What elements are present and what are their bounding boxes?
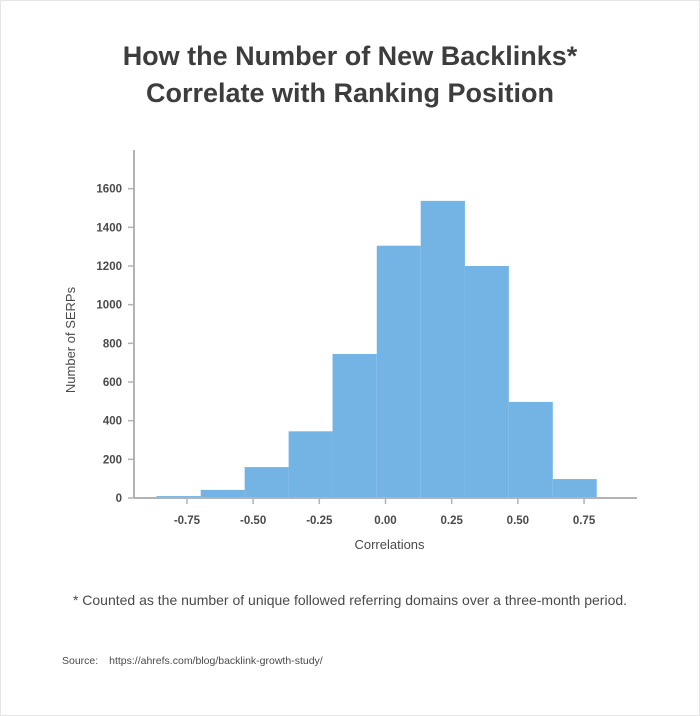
chart-title: How the Number of New Backlinks* Correla…	[0, 38, 700, 112]
histogram-bar-5	[332, 353, 377, 498]
y-tick-label: 400	[103, 416, 122, 428]
histogram-bar-10	[552, 479, 597, 498]
y-tick-label: 600	[103, 377, 122, 389]
histogram-bar-3	[244, 467, 289, 498]
y-tick-label: 0	[116, 493, 122, 505]
source-line: Source: https://ahrefs.com/blog/backlink…	[62, 655, 323, 667]
x-tick-label: 0.00	[374, 515, 396, 527]
x-tick-label: -0.75	[174, 515, 201, 527]
chart-title-line-2: Correlate with Ranking Position	[145, 78, 555, 108]
histogram-bar-9	[508, 401, 553, 498]
y-axis-label: Number of SERPs	[63, 286, 78, 393]
y-tick-label: 1400	[96, 222, 122, 234]
histogram-bar-6	[376, 245, 421, 498]
histogram-bar-4	[288, 431, 333, 498]
y-tick-label: 200	[103, 454, 122, 466]
y-tick-label: 800	[103, 338, 122, 350]
footnote: * Counted as the number of unique follow…	[72, 592, 628, 608]
x-tick-label: 0.75	[573, 515, 596, 527]
x-tick-label: 0.50	[507, 515, 529, 527]
source-label: Source:	[62, 655, 99, 667]
histogram-bar-2	[200, 489, 245, 498]
x-tick-label: -0.50	[240, 515, 266, 527]
x-axis-label: Correlations	[354, 537, 425, 552]
y-tick-label: 1200	[96, 261, 122, 273]
x-tick-label: -0.25	[306, 515, 333, 527]
x-tick-label: 0.25	[440, 515, 463, 527]
y-tick-label: 1000	[96, 300, 122, 312]
histogram-bar-8	[464, 266, 509, 498]
histogram-bar-7	[420, 200, 465, 498]
source-url[interactable]: https://ahrefs.com/blog/backlink-growth-…	[109, 655, 323, 667]
y-tick-label: 1600	[96, 184, 122, 196]
chart-title-line-1: How the Number of New Backlinks*	[122, 41, 578, 71]
